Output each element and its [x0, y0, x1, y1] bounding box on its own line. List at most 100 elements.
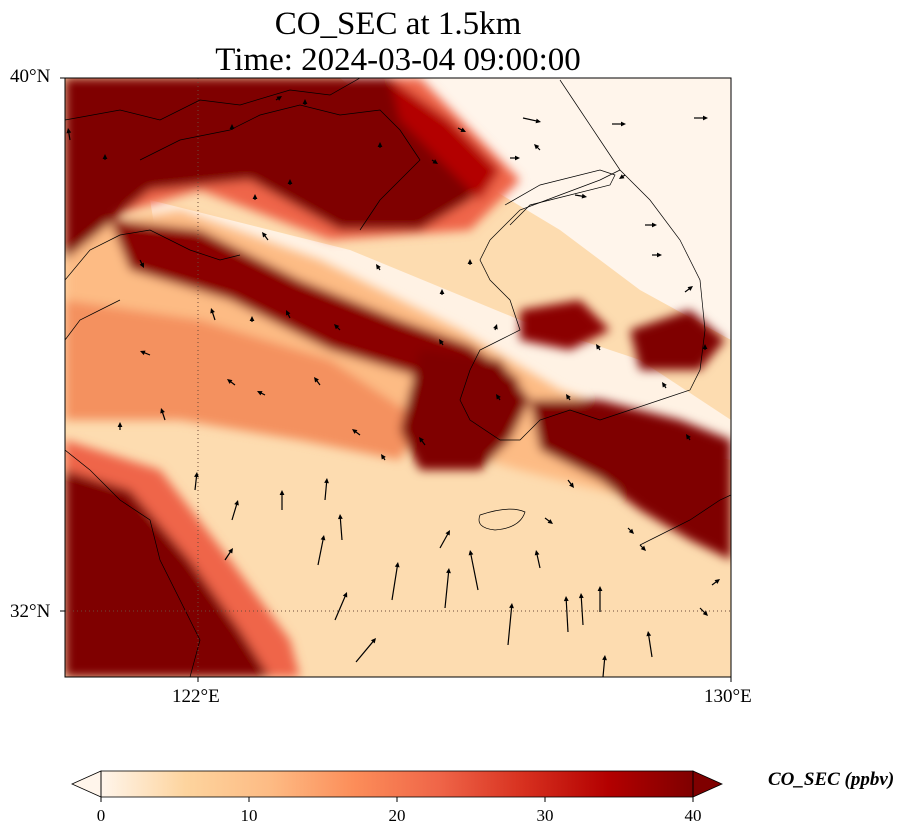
lat-label-40: 40°N	[10, 66, 51, 87]
wind-arrow-head	[194, 472, 199, 478]
wind-arrow-head	[515, 155, 520, 161]
wind-arrow-shaft	[194, 474, 198, 491]
colorbar-tick-label: 10	[240, 806, 258, 825]
wind-arrow-head	[381, 454, 386, 460]
wind-arrow-head	[352, 429, 358, 434]
wind-arrow-head	[276, 96, 282, 101]
wind-arrow-head	[467, 259, 473, 264]
wind-arrow-shaft	[324, 480, 328, 501]
wind-arrow-head	[534, 144, 540, 150]
field-halo-west	[65, 300, 420, 460]
coastline-east-china	[65, 449, 201, 677]
plume-southeast	[530, 400, 731, 560]
wind-arrow-head	[160, 408, 165, 414]
wind-arrow-head	[324, 478, 329, 484]
colorbar-extend-max	[692, 770, 723, 798]
wind-arrow-head	[376, 264, 381, 270]
wind-arrow-head	[334, 324, 340, 330]
map-title-line-2: Time: 2024-03-04 09:00:00	[215, 42, 581, 78]
wind-arrow-shaft	[602, 657, 606, 677]
wind-arrow-head	[687, 286, 693, 291]
wind-arrow-head	[117, 422, 123, 427]
plume-east-small	[520, 300, 610, 350]
wind-arrow-shaft	[536, 552, 541, 569]
wind-arrow-head	[249, 316, 255, 321]
wind-arrow-head	[314, 377, 319, 383]
wind-arrow-shaft	[647, 633, 653, 658]
coastline-north	[65, 78, 361, 121]
wind-arrow-head	[287, 179, 293, 184]
wind-arrow-head	[702, 344, 708, 349]
lat-label-32: 32°N	[10, 601, 51, 622]
wind-arrow-head	[581, 193, 587, 199]
wind-arrow-head	[662, 382, 667, 388]
wind-arrow-head	[227, 379, 233, 384]
colorbar-tick-label: 20	[388, 806, 406, 825]
coastlines	[65, 78, 731, 677]
lon-label-130: 130°E	[704, 686, 752, 707]
wind-arrow-shaft	[444, 570, 450, 609]
wind-arrow-head	[394, 562, 400, 568]
wind-arrow-shaft	[439, 532, 450, 549]
wind-arrow-head	[686, 434, 691, 440]
wind-arrow-head	[320, 535, 326, 541]
wind-arrow-head	[139, 262, 144, 268]
wind-arrow-head	[703, 115, 708, 121]
wind-arrow-head	[102, 154, 108, 159]
wind-arrow-head	[262, 232, 267, 238]
wind-arrow-head	[446, 568, 451, 574]
plume-east-coast	[630, 310, 725, 370]
wind-arrow-head	[229, 124, 235, 129]
wind-arrow-shaft	[317, 537, 324, 566]
coastline-shandong	[65, 229, 241, 281]
wind-arrow-shaft	[339, 516, 343, 541]
wind-arrow-head	[493, 324, 498, 330]
wind-arrow-head	[547, 519, 553, 524]
wind-arrow-head	[445, 530, 450, 536]
lon-label-122: 122°E	[172, 686, 220, 707]
wind-arrow-head	[432, 159, 438, 164]
wind-arrow-shaft	[334, 594, 347, 621]
wind-arrow-head	[619, 174, 625, 179]
wind-arrow-head	[337, 514, 343, 520]
wind-arrow-shaft	[522, 117, 539, 122]
wind-arrow-shaft	[580, 595, 584, 626]
wind-arrow-head	[509, 603, 514, 609]
wind-arrow-head	[602, 655, 607, 661]
wind-arrow-head	[468, 550, 474, 556]
wind-arrow-head	[439, 289, 445, 294]
wind-vectors	[66, 96, 720, 677]
wind-arrow-shaft	[470, 552, 479, 591]
wind-arrow-head	[257, 391, 263, 396]
colorbar-tick-label: 0	[96, 806, 106, 825]
wind-arrow-head	[566, 394, 571, 400]
wind-arrow-head	[66, 128, 72, 134]
wind-arrow-head	[279, 490, 285, 495]
colorbar	[71, 770, 723, 802]
wind-arrow-head	[563, 596, 569, 602]
wind-arrow-head	[597, 586, 603, 591]
wind-arrow-head	[702, 610, 708, 616]
wind-arrow-head	[714, 579, 720, 584]
colorbar-tick-label: 30	[536, 806, 554, 825]
wind-arrow-head	[210, 308, 215, 314]
wind-arrow-head	[234, 500, 239, 506]
wind-arrow-head	[657, 252, 662, 258]
colorbar-extend-min	[71, 770, 102, 798]
coastline-jeju	[478, 508, 526, 531]
colorbar-label: CO_SEC (ppbv)	[768, 769, 895, 790]
wind-arrow-head	[535, 118, 541, 124]
coastline-bohai	[139, 104, 421, 231]
coastline-jiangsu	[65, 299, 121, 341]
wind-arrow-head	[439, 339, 444, 345]
wind-arrow-head	[377, 142, 383, 147]
border-line	[504, 169, 616, 226]
wind-arrow-shaft	[565, 598, 569, 633]
wind-arrow-head	[652, 222, 657, 228]
coastline-korea	[459, 79, 706, 441]
wind-arrow-head	[286, 310, 291, 316]
wind-arrow-head	[140, 350, 146, 356]
wind-arrow-head	[228, 548, 233, 554]
wind-arrow-head	[569, 482, 574, 488]
